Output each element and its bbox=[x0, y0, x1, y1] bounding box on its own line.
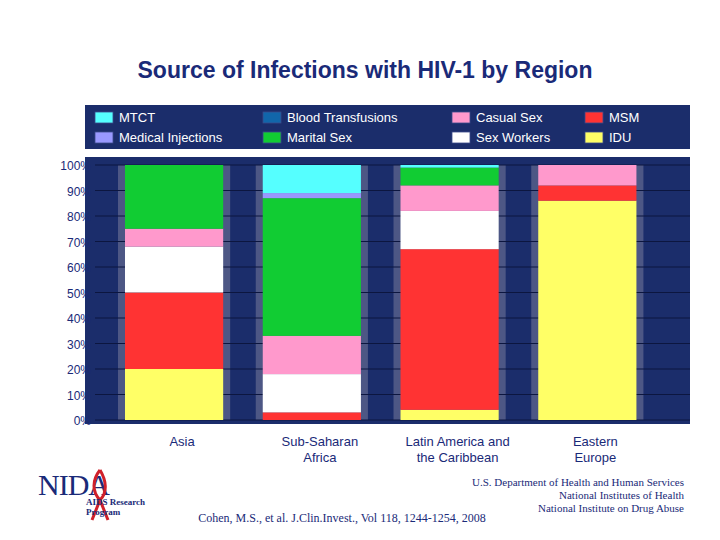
bar-segment bbox=[401, 249, 499, 410]
legend-swatch bbox=[95, 112, 113, 123]
bar-segment bbox=[538, 165, 636, 166]
bar-segment bbox=[125, 293, 223, 370]
bar-segment bbox=[538, 165, 636, 166]
legend-swatch bbox=[452, 112, 470, 123]
category-label: Sub-SaharanAfrica bbox=[282, 434, 359, 465]
bar-segment bbox=[401, 185, 499, 211]
tick-label: 100% bbox=[60, 159, 91, 173]
tick-label: 20% bbox=[67, 363, 91, 377]
column-panel bbox=[531, 165, 643, 420]
column-panel bbox=[256, 165, 368, 420]
bar-segment bbox=[125, 165, 223, 166]
category-line: Latin America and bbox=[406, 434, 510, 449]
legend-label: Marital Sex bbox=[287, 130, 353, 145]
tick-label: 60% bbox=[67, 261, 91, 275]
organization: U.S. Department of Health and Human Serv… bbox=[472, 476, 684, 488]
tick-label: 0% bbox=[74, 414, 92, 428]
logo-program: AIDS Research bbox=[86, 497, 145, 507]
bar-segment bbox=[263, 198, 361, 336]
slide: Source of Infections with HIV-1 by Regio… bbox=[0, 0, 720, 540]
bar-segment bbox=[125, 247, 223, 293]
legend-label: Casual Sex bbox=[476, 110, 543, 125]
legend-swatch bbox=[95, 132, 113, 143]
category-line: Africa bbox=[303, 450, 337, 465]
tick-label: 30% bbox=[67, 338, 91, 352]
bar-segment bbox=[125, 229, 223, 247]
bar-segment bbox=[125, 165, 223, 166]
bar-segment bbox=[263, 193, 361, 198]
bar-segment bbox=[538, 165, 636, 166]
organization: National Institute on Drug Abuse bbox=[538, 502, 684, 514]
tick-label: 50% bbox=[67, 287, 91, 301]
bar-segment bbox=[125, 165, 223, 166]
bar-segment bbox=[401, 211, 499, 249]
category-line: the Caribbean bbox=[417, 450, 499, 465]
category-label: Asia bbox=[169, 434, 195, 449]
tick-label: 40% bbox=[67, 312, 91, 326]
legend-label: Sex Workers bbox=[476, 130, 551, 145]
tick-label: 70% bbox=[67, 236, 91, 250]
bar-segment bbox=[401, 410, 499, 420]
category-line: Eastern bbox=[573, 434, 618, 449]
bar-segment bbox=[538, 165, 636, 166]
plot-background bbox=[85, 157, 690, 424]
legend-background bbox=[85, 105, 690, 149]
category-label: Latin America andthe Caribbean bbox=[406, 434, 510, 465]
legend-label: MSM bbox=[609, 110, 639, 125]
tick-label: 80% bbox=[67, 210, 91, 224]
column-panel bbox=[394, 165, 506, 420]
bars bbox=[125, 165, 636, 420]
bar-segment bbox=[263, 336, 361, 374]
category-line: Sub-Saharan bbox=[282, 434, 359, 449]
organization: National Institutes of Health bbox=[559, 489, 684, 501]
bar-segment bbox=[263, 412, 361, 420]
legend-swatch bbox=[585, 132, 603, 143]
bar-segment bbox=[401, 165, 499, 168]
legend-label: IDU bbox=[609, 130, 631, 145]
bar-segment bbox=[538, 185, 636, 200]
bar-segment bbox=[538, 201, 636, 420]
bar-segment bbox=[125, 369, 223, 420]
legend-swatch bbox=[585, 112, 603, 123]
category-label: EasternEurope bbox=[573, 434, 618, 465]
legend-swatch bbox=[263, 132, 281, 143]
category-line: Europe bbox=[574, 450, 616, 465]
title: Source of Infections with HIV-1 by Regio… bbox=[138, 57, 593, 83]
legend-label: Blood Transfusions bbox=[287, 110, 398, 125]
column-panel bbox=[118, 165, 230, 420]
bar-segment bbox=[538, 165, 636, 185]
legend-label: Medical Injections bbox=[119, 130, 223, 145]
bar-segment bbox=[401, 168, 499, 186]
bar-segment bbox=[263, 165, 361, 193]
tick-label: 90% bbox=[67, 185, 91, 199]
legend-swatch bbox=[263, 112, 281, 123]
citation: Cohen, M.S., et al. J.Clin.Invest., Vol … bbox=[198, 511, 485, 525]
logo-program: Program bbox=[86, 507, 121, 517]
bar-segment bbox=[263, 374, 361, 412]
legend-label: MTCT bbox=[119, 110, 155, 125]
bar-segment bbox=[125, 165, 223, 229]
legend-swatch bbox=[452, 132, 470, 143]
tick-label: 10% bbox=[67, 389, 91, 403]
category-line: Asia bbox=[169, 434, 195, 449]
